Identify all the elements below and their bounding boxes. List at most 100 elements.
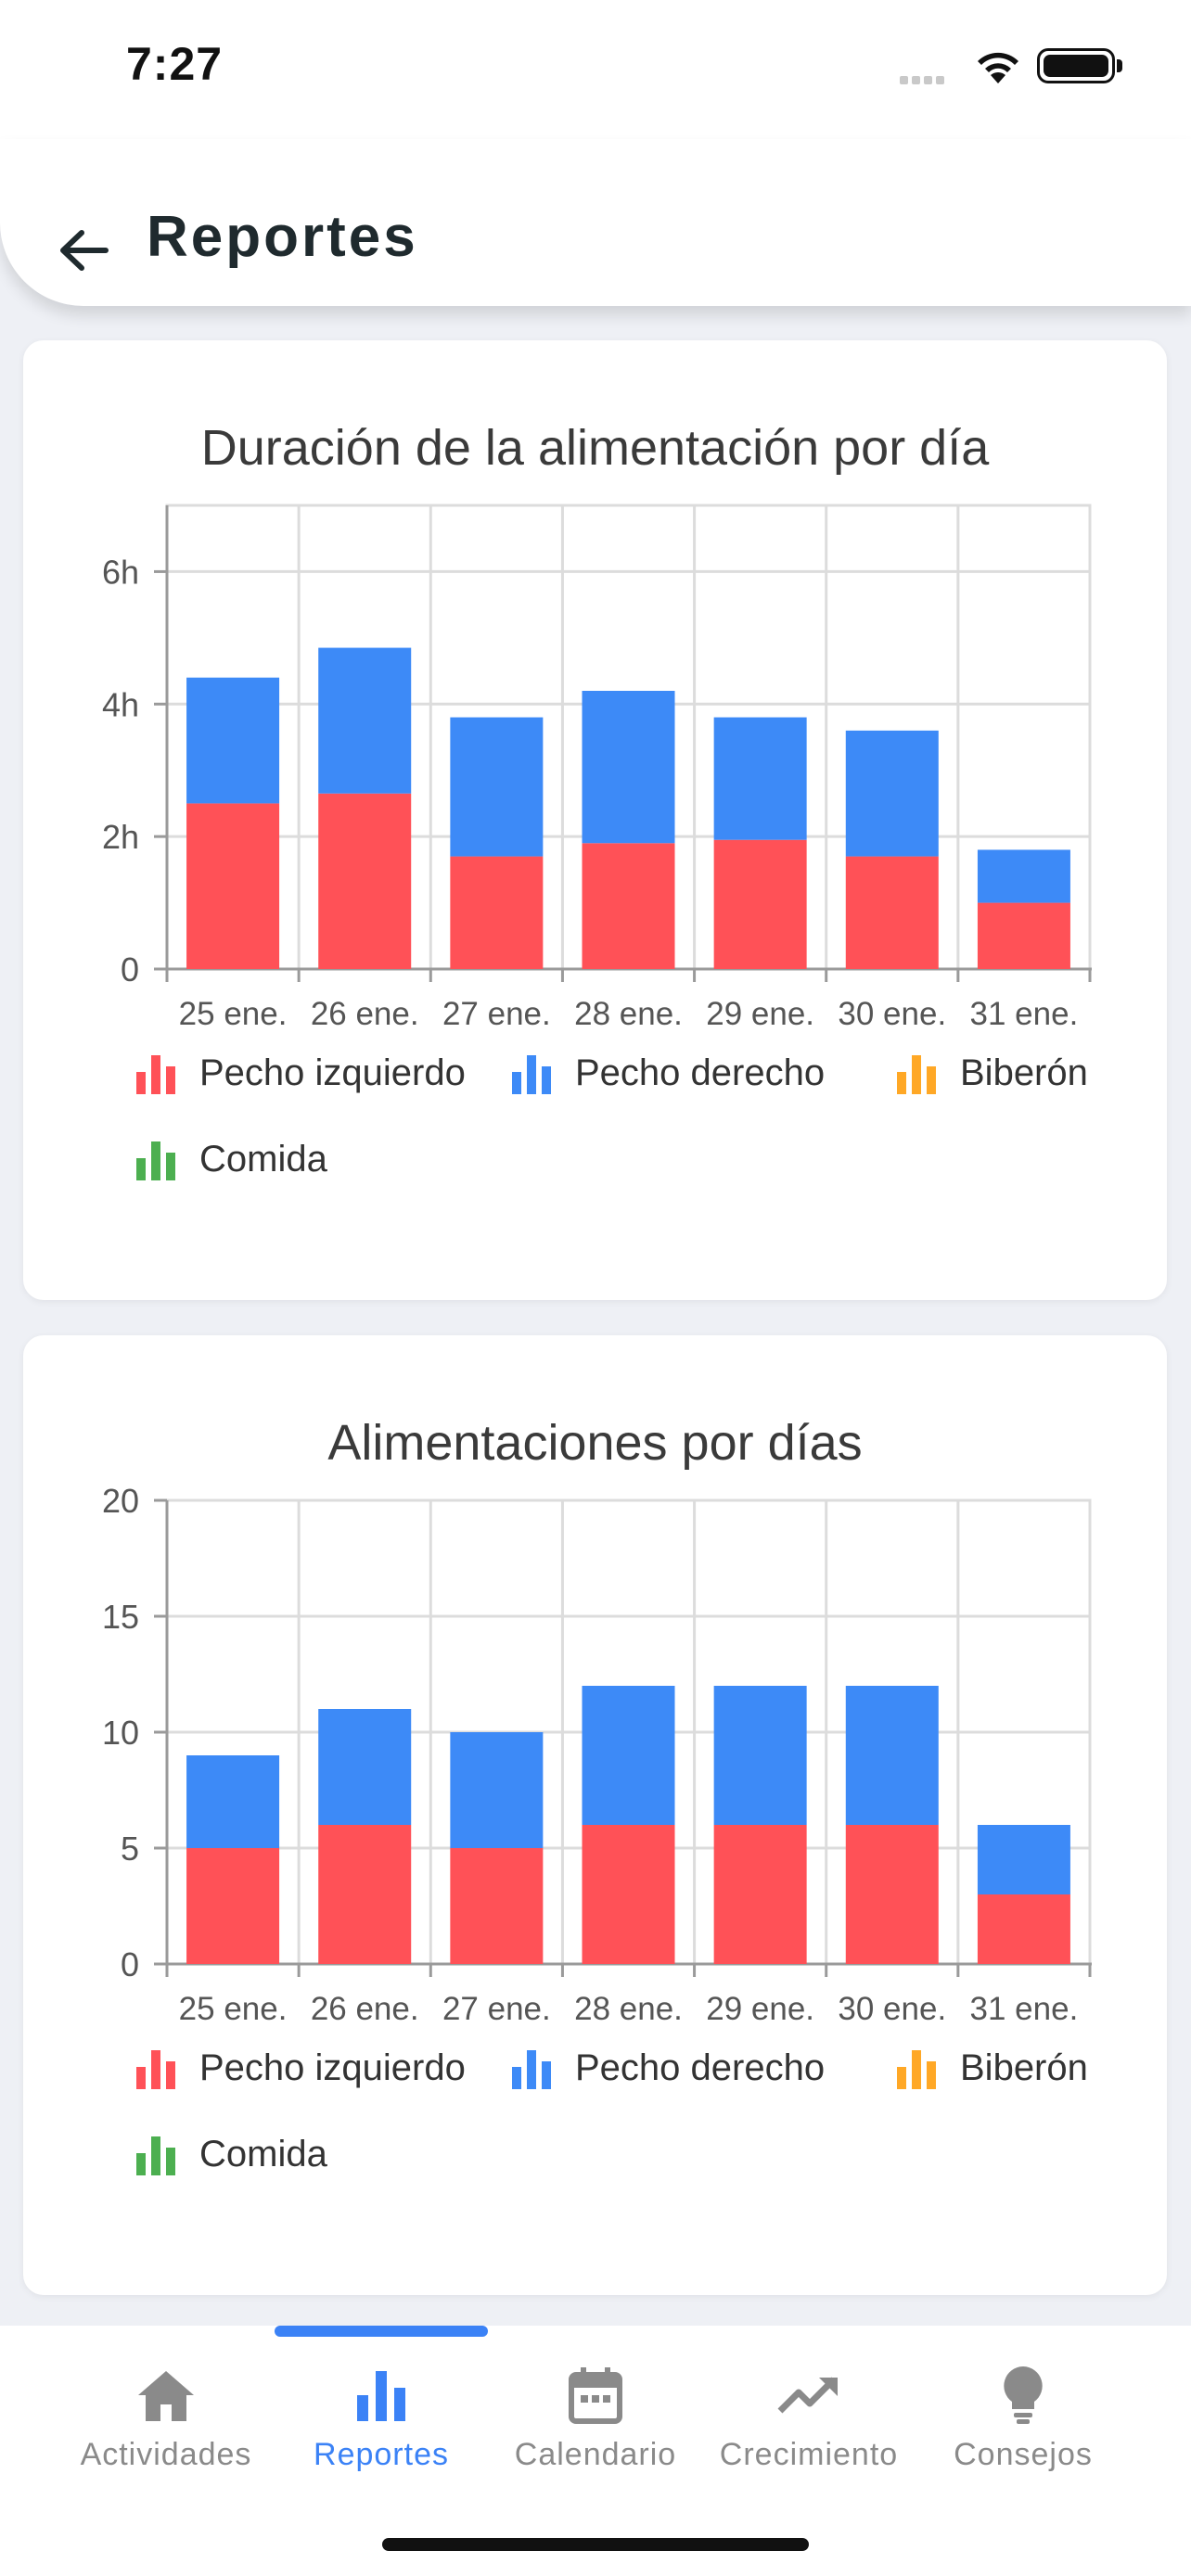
bar-segment xyxy=(318,1825,412,1964)
calendar-icon xyxy=(569,2367,622,2424)
legend-item[interactable]: Biberón xyxy=(895,2047,1088,2089)
bar-segment xyxy=(977,1894,1070,1964)
legend-item[interactable]: Pecho derecho xyxy=(510,2047,825,2089)
feedings-per-day-chart: 0 5 10 15 20 25 ene. 26 ene. 27 ene. 28 ene. 29 e… xyxy=(102,1482,1092,2027)
bar-segment xyxy=(845,856,939,969)
trending-up-icon xyxy=(777,2377,838,2414)
legend-bar-chart-icon xyxy=(897,2049,936,2089)
bar-segment xyxy=(977,849,1070,903)
y-tick-label: 5 xyxy=(121,1830,139,1868)
legend-bar-chart-icon xyxy=(136,2136,175,2175)
legend-label: Biberón xyxy=(960,1052,1088,1093)
legend-bar-chart-icon xyxy=(136,1054,175,1094)
legend-label: Comida xyxy=(199,2134,327,2174)
x-tick-label: 30 ene. xyxy=(838,996,946,1032)
y-tick-label: 0 xyxy=(121,1945,139,1983)
x-tick-label: 29 ene. xyxy=(706,996,814,1032)
bar-segment xyxy=(186,677,280,804)
legend-label: Biberón xyxy=(960,2047,1088,2088)
bar-segment xyxy=(450,1848,544,1964)
bar-segment xyxy=(318,1709,412,1825)
bar-segment xyxy=(186,1848,280,1964)
nav-item-consejos[interactable]: Consejos xyxy=(916,2353,1130,2493)
bar-segment xyxy=(186,1755,280,1848)
bar-segment xyxy=(318,793,412,969)
bar-segment xyxy=(186,803,280,969)
status-bar: 7:27 xyxy=(0,0,1191,139)
chart-title: Alimentaciones por días xyxy=(327,1415,863,1471)
legend-label: Pecho izquierdo xyxy=(199,2047,466,2088)
legend-bar-chart-icon xyxy=(512,1054,551,1094)
y-tick-label: 2h xyxy=(102,818,139,856)
status-time: 7:27 xyxy=(126,38,224,90)
legend-item[interactable]: Pecho izquierdo xyxy=(134,2047,466,2089)
nav-item-reportes[interactable]: Reportes xyxy=(275,2353,488,2493)
back-button[interactable] xyxy=(46,213,121,287)
bar-segment xyxy=(318,647,412,794)
page-title: Reportes xyxy=(147,205,418,269)
y-tick-label: 15 xyxy=(102,1598,139,1636)
feeding-duration-chart: 0 2h 4h 6h 25 ene. 26 ene. 27 ene. 28 ene. 29 en… xyxy=(102,504,1092,1032)
bar-segment xyxy=(713,839,807,969)
bar-segment xyxy=(977,902,1070,969)
bar-segment xyxy=(582,843,675,969)
active-tab-indicator xyxy=(275,2326,488,2337)
legend-item[interactable]: Pecho izquierdo xyxy=(134,1052,466,1094)
bar-segment xyxy=(713,717,807,840)
legend-label: Pecho izquierdo xyxy=(199,1052,466,1093)
legend-item[interactable]: Biberón xyxy=(895,1052,1088,1094)
home-icon xyxy=(138,2371,194,2421)
bar-segment xyxy=(713,1825,807,1964)
bar-segment xyxy=(450,717,544,857)
wifi-icon xyxy=(978,52,1018,83)
battery-icon xyxy=(1037,48,1115,83)
feedings-per-day-card: Alimentaciones por días 0 5 10 15 20 25 ene. 2… xyxy=(23,1335,1167,2295)
y-tick-label: 0 xyxy=(121,950,139,988)
x-tick-label: 29 ene. xyxy=(706,1991,814,2027)
bar-chart-icon xyxy=(357,2371,405,2421)
x-tick-label: 26 ene. xyxy=(311,996,419,1032)
battery-tip xyxy=(1117,59,1122,72)
x-tick-label: 27 ene. xyxy=(442,996,551,1032)
bar-segment xyxy=(713,1686,807,1825)
legend-label: Pecho derecho xyxy=(575,2047,826,2088)
feeding-duration-card: Duración de la alimentación por día 0 2h 4… xyxy=(23,340,1167,1300)
legend-label: Pecho derecho xyxy=(575,1052,826,1093)
x-tick-label: 28 ene. xyxy=(574,1991,683,2027)
arrow-left-icon xyxy=(60,230,109,271)
cellular-signal-icon xyxy=(900,72,948,89)
bar-segment xyxy=(845,730,939,857)
legend-label: Comida xyxy=(199,1139,327,1180)
bar-segment xyxy=(977,1825,1070,1894)
legend-item[interactable]: Comida xyxy=(134,1139,327,1180)
x-tick-label: 30 ene. xyxy=(838,1991,946,2027)
bar-segment xyxy=(582,1686,675,1825)
nav-label: Actividades xyxy=(80,2437,252,2472)
x-tick-label: 31 ene. xyxy=(970,1991,1079,2027)
legend-item[interactable]: Pecho derecho xyxy=(510,1052,825,1094)
x-tick-label: 25 ene. xyxy=(179,1991,288,2027)
y-tick-label: 6h xyxy=(102,553,139,591)
nav-item-crecimiento[interactable]: Crecimiento xyxy=(702,2353,916,2493)
nav-item-calendario[interactable]: Calendario xyxy=(489,2353,702,2493)
y-tick-label: 10 xyxy=(102,1714,139,1752)
bar-segment xyxy=(845,1686,939,1825)
x-tick-label: 31 ene. xyxy=(970,996,1079,1032)
nav-label: Consejos xyxy=(954,2437,1093,2472)
x-tick-label: 27 ene. xyxy=(442,1991,551,2027)
bar-segment xyxy=(450,1732,544,1848)
chart-title: Duración de la alimentación por día xyxy=(200,420,990,476)
nav-item-actividades[interactable]: Actividades xyxy=(59,2353,273,2493)
legend-bar-chart-icon xyxy=(512,2049,551,2089)
y-tick-label: 4h xyxy=(102,685,139,723)
lightbulb-icon xyxy=(1004,2366,1043,2424)
home-indicator xyxy=(382,2538,809,2551)
x-tick-label: 25 ene. xyxy=(179,996,288,1032)
legend-bar-chart-icon xyxy=(136,2049,175,2089)
legend-bar-chart-icon xyxy=(897,1054,936,1094)
y-tick-label: 20 xyxy=(102,1482,139,1520)
legend-bar-chart-icon xyxy=(136,1141,175,1180)
app-bar: Reportes xyxy=(0,139,1191,306)
legend-item[interactable]: Comida xyxy=(134,2134,327,2175)
bar-segment xyxy=(582,691,675,844)
